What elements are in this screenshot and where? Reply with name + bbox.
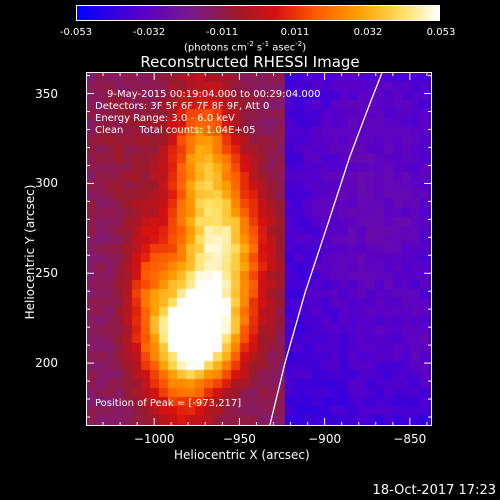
colorbar-tick: -0.032 [132,27,166,38]
x-tick-label: −1000 [133,432,175,446]
plot-area: 9-May-2015 00:19:04.000 to 00:29:04.000 … [86,72,432,426]
colorbar-tick: 0.011 [280,27,310,38]
annotation-peak-position: Position of Peak = [-973,217] [95,398,242,409]
annotation-total-counts: Clean Total counts: 1.04E+05 [95,125,256,136]
footer-timestamp: 18-Oct-2017 17:23 [372,483,496,498]
solar-limb-line [269,73,383,425]
annotation-energy-range: Energy Range: 3.0 - 6.0 keV [95,113,235,124]
x-tick-label: −850 [393,432,427,446]
heatmap-image [87,73,431,425]
x-tick-label: −900 [308,432,342,446]
chart-title: Reconstructed RHESSI Image [140,53,360,71]
colorbar-unit-label: (photons cm-2 s-1 asec-2) [184,40,307,54]
x-tick-label: −950 [222,432,256,446]
colorbar [76,5,440,21]
y-tick-label: 250 [35,266,58,281]
x-axis-label: Heliocentric X (arcsec) [174,448,310,462]
y-tick-label: 200 [35,356,58,371]
y-axis-label: Heliocentric Y (arcsec) [23,184,37,320]
annotation-detectors: Detectors: 3F 5F 6F 7F 8F 9F, Att 0 [95,101,270,112]
colorbar-tick: -0.011 [205,27,239,38]
colorbar-tick: 0.032 [353,27,383,38]
colorbar-tick: 0.053 [426,27,456,38]
colorbar-tick: -0.053 [59,27,93,38]
y-tick-label: 350 [35,86,58,101]
limb-overlay [269,73,383,425]
annotation-time-range: 9-May-2015 00:19:04.000 to 00:29:04.000 [107,89,321,100]
y-tick-label: 300 [35,176,58,191]
